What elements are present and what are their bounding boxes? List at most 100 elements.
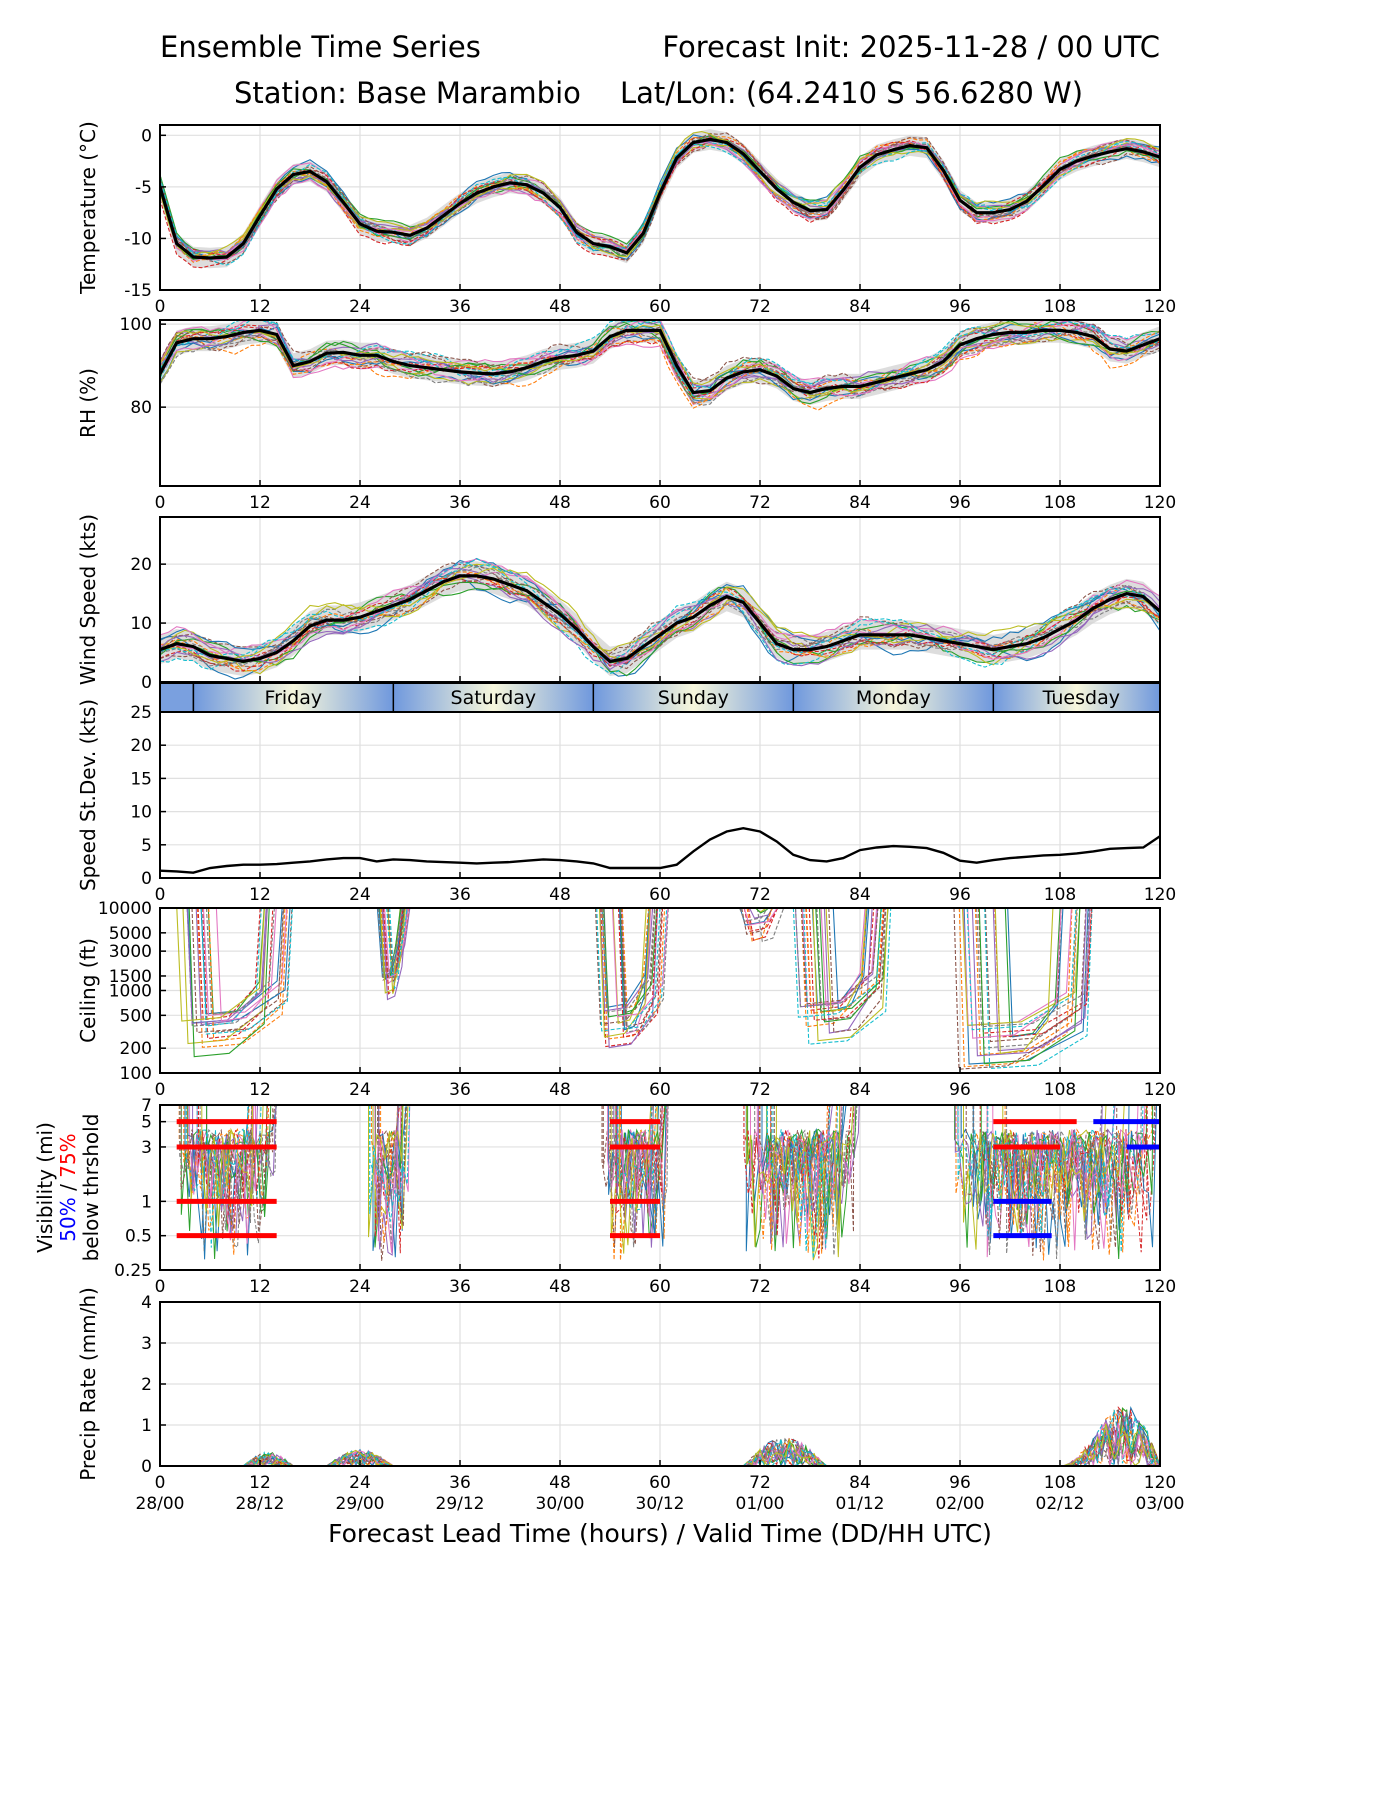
ceiling-member-line: [966, 908, 1077, 1031]
x-tick-label: 36: [449, 1277, 471, 1297]
valid-time-label: 29/12: [436, 1494, 485, 1514]
ceiling-member-line: [743, 908, 789, 933]
ceiling-member-line: [794, 908, 886, 1008]
x-tick-label: 84: [849, 297, 871, 317]
x-tick-label: 24: [349, 1473, 371, 1493]
ceiling-member-line: [792, 908, 883, 1018]
visibility-member-line: [374, 1105, 402, 1254]
ceiling-member-line: [377, 908, 403, 978]
day-band-frame: [159, 682, 1161, 713]
x-tick-label: 108: [1044, 1277, 1076, 1297]
valid-time-label: 02/12: [1036, 1494, 1085, 1514]
ceiling-member-line: [598, 908, 651, 1038]
y-tick-label: 1500: [109, 967, 152, 987]
precip-member-line: [1059, 1423, 1160, 1466]
visibility-member-line: [377, 1105, 408, 1261]
ceiling-member-line: [197, 908, 261, 1021]
ceiling-member-line: [984, 908, 1093, 1070]
y-tick-label: 3: [141, 1138, 152, 1158]
x-tick-label: 0: [155, 885, 166, 905]
x-tick-label: 36: [449, 1080, 471, 1100]
ceiling-member-line: [958, 908, 1073, 1068]
x-tick-label: 108: [1044, 1080, 1076, 1100]
panels: 0-5-10-150 12 24 36 48 60 72 84 96 108 120Temperat…: [33, 121, 1176, 1493]
visibility-member-line: [759, 1105, 831, 1250]
ceiling-member-line: [755, 908, 779, 914]
x-tick-label: 0: [155, 493, 166, 513]
x-tick-label: 84: [849, 1277, 871, 1297]
x-tick-label: 48: [549, 493, 571, 513]
ceiling-member-line: [176, 908, 266, 1022]
visibility-member-line: [619, 1105, 652, 1254]
ensemble-member-line: [160, 136, 1160, 257]
ceiling-member-line: [602, 908, 656, 1013]
ensemble-member-line: [160, 320, 1160, 389]
y-axis-label-tail: below thrshold: [79, 1114, 103, 1262]
x-tick-label: 12: [249, 493, 271, 513]
ceiling-member-line: [756, 908, 789, 943]
x-tick-label: 12: [249, 885, 271, 905]
visibility-member-line: [766, 1105, 857, 1252]
ensemble-member-line: [160, 323, 1160, 399]
visibility-member-line: [377, 1105, 407, 1227]
precip-member-line: [326, 1450, 394, 1466]
y-tick-label: 10000: [98, 899, 152, 919]
x-tick-label: 60: [649, 493, 671, 513]
ceiling-member-line: [1007, 908, 1064, 1038]
y-tick-label: 200: [120, 1039, 152, 1059]
ceiling-member-line: [596, 908, 661, 1032]
x-tick-label: 60: [649, 1080, 671, 1100]
ceiling-member-line: [749, 908, 788, 919]
precip-member-line: [1059, 1417, 1160, 1466]
x-tick-label: 72: [749, 1080, 771, 1100]
y-axis-label-percent: 50% / 75%: [56, 1133, 80, 1241]
visibility-member-line: [187, 1105, 276, 1236]
x-tick-label: 12: [249, 1473, 271, 1493]
x-tick-label: 108: [1044, 493, 1076, 513]
ceiling-member-line: [805, 908, 884, 1014]
series-wind_speed: [160, 557, 1160, 680]
y-tick-label: 2: [141, 1375, 152, 1395]
ceiling-member-line: [803, 908, 892, 1045]
x-tick-label: 108: [1044, 1473, 1076, 1493]
ceiling-member-line: [208, 908, 286, 1042]
ceiling-member-line: [801, 908, 878, 1007]
x-tick-label: 120: [1144, 885, 1176, 905]
x-tick-label: 48: [549, 885, 571, 905]
ensemble-member-line: [160, 320, 1160, 395]
y-axis-label: Precip Rate (mm/h): [76, 1287, 100, 1481]
y-tick-label: 100: [120, 1064, 152, 1084]
y-tick-label: 1: [141, 1416, 152, 1436]
ceiling-member-line: [202, 908, 288, 1017]
x-tick-label: 108: [1044, 885, 1076, 905]
precip-member-line: [1059, 1410, 1160, 1466]
ensemble-member-line: [160, 568, 1160, 671]
day-label: Saturday: [451, 687, 537, 709]
ensemble-mean-line: [160, 574, 1160, 664]
y-tick-label: 20: [130, 555, 152, 575]
visibility-member-line: [201, 1105, 253, 1227]
label-50: 50%: [56, 1197, 80, 1241]
panel-rh: 100 80 0 12 24 36 48 60 72 84 96 108 120 RH (%): [76, 315, 1176, 513]
x-tick-label: 24: [349, 1277, 371, 1297]
ceiling-member-line: [187, 908, 291, 1024]
y-tick-label: 3000: [109, 942, 152, 962]
x-tick-label: 120: [1144, 1473, 1176, 1493]
y-tick-label: 25: [130, 703, 152, 723]
ensemble-member-line: [160, 131, 1160, 258]
y-tick-label: 1: [141, 1192, 152, 1212]
x-tick-label: 72: [749, 1277, 771, 1297]
y-tick-label: 0: [141, 869, 152, 889]
ensemble-member-line: [160, 558, 1160, 663]
ceiling-member-line: [739, 908, 788, 926]
x-tick-label: 84: [849, 1473, 871, 1493]
ceiling-member-line: [815, 908, 889, 1013]
valid-time-label: 28/00: [136, 1494, 185, 1514]
y-tick-label: 20: [130, 736, 152, 756]
ensemble-mean-line: [160, 328, 1160, 395]
x-tick-label: 12: [249, 1080, 271, 1100]
ceiling-member-line: [195, 908, 267, 1026]
ensemble-mean-line: [160, 137, 1160, 260]
visibility-member-line: [965, 1105, 1118, 1256]
